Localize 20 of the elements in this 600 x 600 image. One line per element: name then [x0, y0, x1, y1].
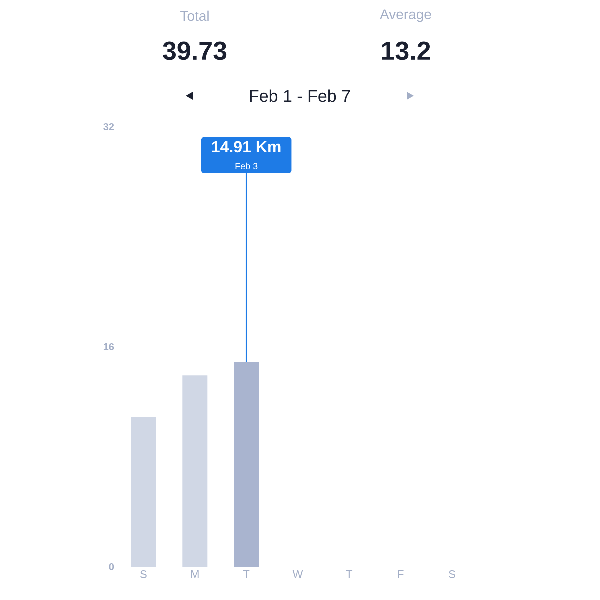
x-tick-label: S	[140, 570, 147, 578]
text: 13.2	[382, 42, 430, 60]
annotation: Feb 3	[236, 162, 258, 170]
x-tick-label: S	[449, 570, 456, 578]
data-label: 14.91 Km	[212, 141, 281, 153]
bar	[131, 417, 156, 567]
y-tick-label: 16	[104, 343, 114, 351]
text: Average	[380, 10, 432, 22]
x-tick-label: W	[292, 570, 304, 578]
x-tick-label: T	[243, 570, 250, 578]
x-tick-label: T	[346, 570, 353, 578]
x-tick-label: M	[191, 570, 199, 578]
bar	[234, 362, 260, 567]
y-tick-label: 0	[109, 563, 114, 571]
chart-title: Feb 1 - Feb 7	[250, 90, 350, 102]
text: 39.73	[163, 42, 227, 60]
y-tick-label: 32	[104, 123, 114, 131]
x-tick-label: F	[398, 570, 404, 578]
bar	[182, 376, 208, 567]
text: Total	[180, 10, 209, 22]
